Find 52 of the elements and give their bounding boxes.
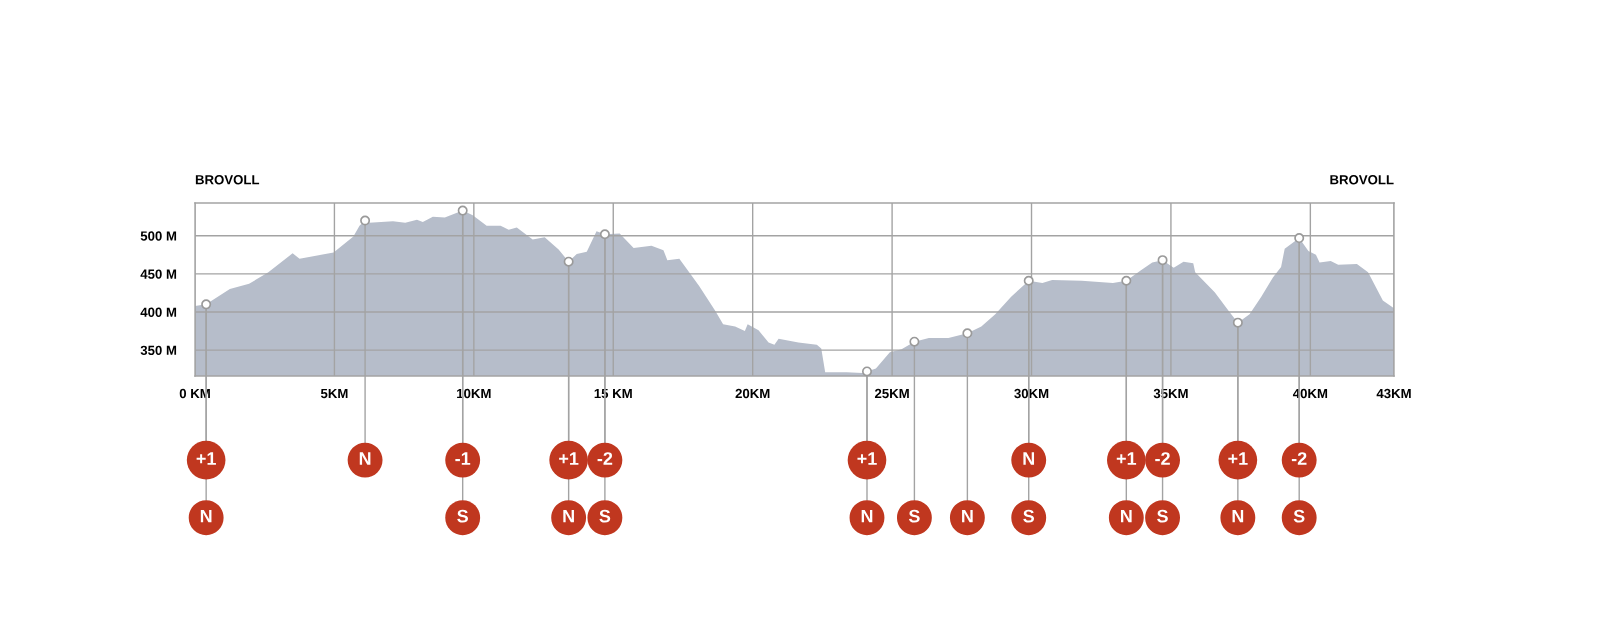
point	[962, 328, 973, 339]
annotation: -2	[597, 452, 613, 465]
annotation: -1	[455, 452, 471, 465]
annotation: N	[359, 452, 371, 465]
point	[1023, 275, 1034, 286]
point	[457, 205, 468, 216]
y-tick-label: 450 M	[140, 269, 177, 279]
annotation: S	[1023, 509, 1035, 523]
y-tick-label: 500 M	[140, 231, 177, 241]
annotation: N	[1232, 509, 1244, 523]
x-tick-label: 25KM	[874, 388, 909, 399]
annotation: N	[563, 509, 574, 523]
point	[1294, 233, 1305, 244]
text: BROVOLL	[1330, 175, 1394, 185]
y-tick-label: 350 M	[140, 345, 177, 356]
annotation: N	[1023, 452, 1035, 465]
point	[1232, 317, 1243, 328]
point	[201, 299, 212, 310]
x-tick-label: 35KM	[1153, 388, 1188, 399]
annotation: +1	[196, 452, 216, 465]
x-tick-label: 40KM	[1292, 388, 1328, 399]
annotation: +1	[857, 452, 877, 465]
x-tick-label: 15 KM	[594, 388, 632, 399]
point	[360, 215, 371, 226]
annotation: S	[1157, 509, 1168, 523]
x-tick-label: 30KM	[1014, 388, 1049, 399]
x-tick-label: 43KM	[1376, 388, 1411, 399]
annotation: N	[200, 509, 212, 523]
annotation: S	[1293, 509, 1305, 523]
annotation: S	[908, 509, 920, 523]
x-tick-label: 20KM	[735, 388, 770, 399]
annotation: N	[1121, 509, 1132, 523]
point	[909, 336, 920, 347]
point	[1157, 255, 1168, 266]
point	[563, 256, 574, 267]
x-tick-label: 5KM	[320, 388, 348, 399]
x-tick-label: 10KM	[457, 388, 491, 399]
annotation: -2	[1155, 452, 1170, 465]
point	[861, 366, 872, 377]
annotation: S	[457, 509, 468, 523]
annotation: +1	[1116, 452, 1137, 465]
annotation: +1	[559, 452, 579, 465]
annotation: N	[962, 509, 973, 523]
point	[599, 229, 610, 240]
text: BROVOLL	[195, 175, 260, 185]
x-tick-label: 0 KM	[179, 388, 210, 399]
y-tick-label: 400 M	[140, 307, 177, 317]
annotation: S	[599, 509, 611, 523]
annotation: +1	[1228, 452, 1248, 465]
annotation: -2	[1291, 452, 1307, 465]
point	[1121, 275, 1132, 286]
annotation: N	[861, 509, 873, 523]
